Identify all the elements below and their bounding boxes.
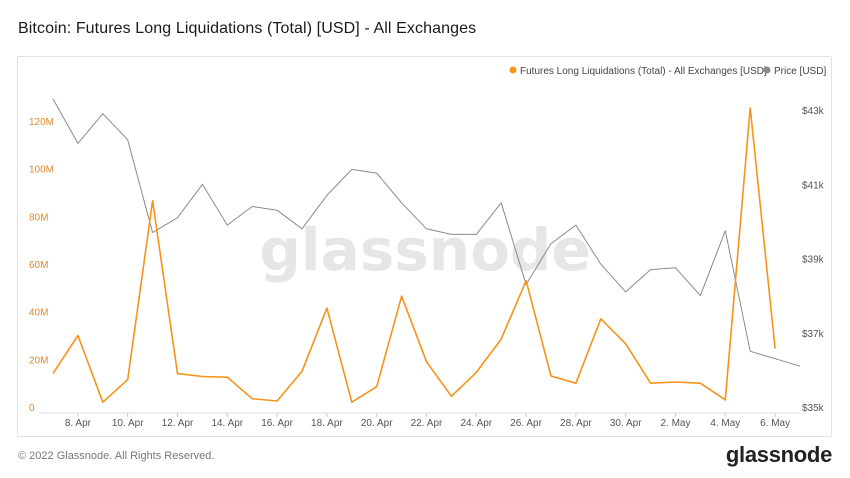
- x-axis-tick-label: 6. May: [760, 418, 790, 429]
- x-axis-tick-label: 28. Apr: [560, 418, 592, 429]
- right-axis-tick-label: $43k: [802, 106, 825, 117]
- x-axis-tick-label: 10. Apr: [112, 418, 144, 429]
- x-axis-tick-label: 20. Apr: [361, 418, 393, 429]
- left-axis-tick-label: 60M: [29, 260, 48, 271]
- left-axis-tick-label: 40M: [29, 308, 48, 319]
- legend-price-label[interactable]: Price [USD]: [774, 66, 826, 77]
- left-axis-tick-label: 100M: [29, 165, 54, 176]
- x-axis-tick-label: 24. Apr: [460, 418, 492, 429]
- right-axis-tick-label: $35k: [802, 403, 825, 414]
- copyright-text: © 2022 Glassnode. All Rights Reserved.: [18, 450, 215, 462]
- legend-price-marker: [763, 66, 771, 74]
- x-axis-tick-label: 12. Apr: [162, 418, 194, 429]
- liquidations-series-line[interactable]: [52, 107, 776, 403]
- left-axis-tick-label: 80M: [29, 212, 48, 223]
- legend-liquidations-marker: [509, 66, 517, 74]
- chart-title: Bitcoin: Futures Long Liquidations (Tota…: [18, 20, 477, 37]
- x-axis-tick-label: 22. Apr: [411, 418, 443, 429]
- right-axis-tick-label: $37k: [802, 329, 825, 340]
- x-axis-tick-label: 14. Apr: [211, 418, 243, 429]
- x-axis-tick-label: 26. Apr: [510, 418, 542, 429]
- left-axis-tick-label: 120M: [29, 117, 54, 128]
- price-series-line[interactable]: [52, 98, 801, 367]
- x-axis-tick-label: 8. Apr: [65, 418, 92, 429]
- legend-liquidations-label[interactable]: Futures Long Liquidations (Total) - All …: [520, 66, 767, 77]
- chart-frame: [17, 56, 832, 437]
- left-axis-tick-label: 20M: [29, 355, 48, 366]
- brand-logo[interactable]: glassnode: [725, 442, 832, 467]
- watermark-text: glassnode: [259, 216, 591, 284]
- x-axis-tick-label: 2. May: [660, 418, 690, 429]
- x-axis-tick-label: 4. May: [710, 418, 740, 429]
- x-axis-tick-label: 16. Apr: [261, 418, 293, 429]
- right-axis-tick-label: $39k: [802, 255, 825, 266]
- left-axis-tick-label: 0: [29, 403, 35, 414]
- right-axis-tick-label: $41k: [802, 180, 825, 191]
- x-axis-tick-label: 18. Apr: [311, 418, 343, 429]
- x-axis-tick-label: 30. Apr: [610, 418, 642, 429]
